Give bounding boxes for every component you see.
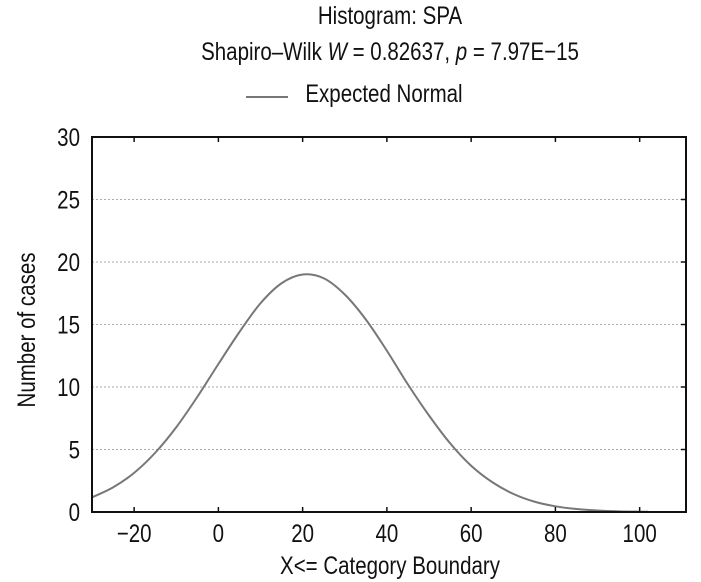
w-value: = 0.82637, (346, 38, 456, 66)
w-label: W (327, 38, 347, 66)
x-tick-label: 100 (623, 519, 657, 547)
expected-normal-curve (91, 273, 649, 513)
p-label: p (455, 38, 468, 66)
subtitle-prefix: Shapiro–Wilk (201, 38, 328, 66)
x-tick-label: 60 (460, 519, 483, 547)
x-tick-label: 0 (213, 519, 224, 547)
x-tick-label: −20 (117, 519, 152, 547)
chart-subtitle: Shapiro–Wilk W = 0.82637, p = 7.97E−15 (185, 38, 595, 67)
x-tick-label: 40 (375, 519, 398, 547)
y-tick-label: 5 (69, 436, 80, 464)
y-tick-label: 20 (57, 248, 80, 276)
y-tick-label: 30 (57, 123, 80, 151)
legend: Expected Normal (244, 78, 504, 112)
legend-line-swatch (246, 96, 288, 98)
legend-label: Expected Normal (305, 80, 463, 108)
x-tick-label: 80 (544, 519, 567, 547)
y-tick-label: 25 (57, 186, 80, 214)
y-axis-label: Number of cases (12, 253, 40, 408)
y-tick-label: 15 (57, 311, 80, 339)
y-tick-label: 10 (57, 373, 80, 401)
y-tick-label: 0 (69, 498, 80, 526)
p-value: = 7.97E−15 (467, 38, 579, 66)
chart-title: Histogram: SPA (317, 2, 463, 30)
x-tick-label: 20 (291, 519, 314, 547)
x-axis-label: X<= Category Boundary (280, 551, 500, 579)
